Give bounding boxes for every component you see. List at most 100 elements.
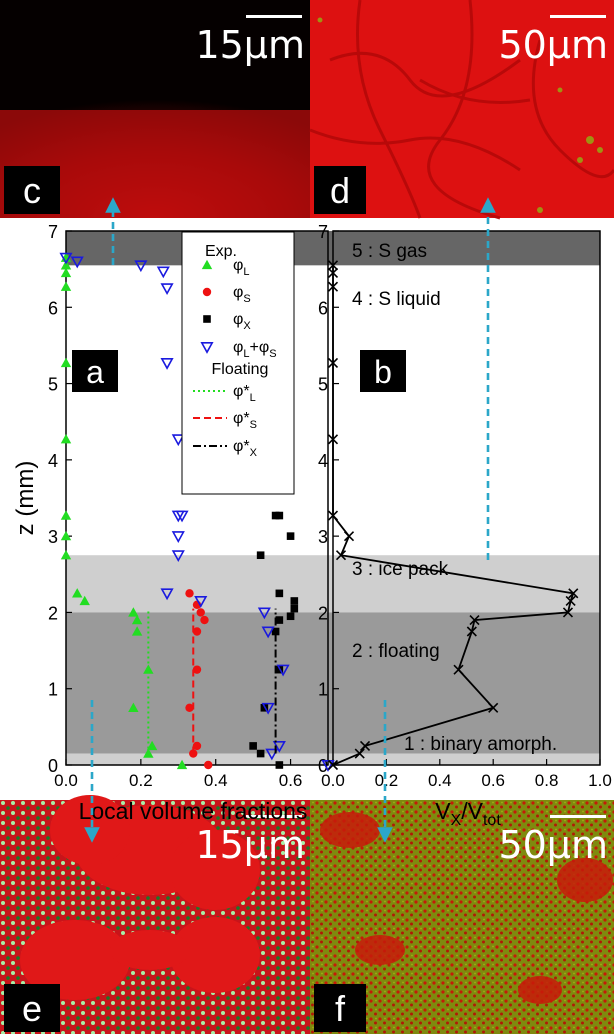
x-tick-label-b: 0.0 [321,771,345,790]
data-point [257,607,271,620]
data-point [60,267,72,278]
data-point [204,760,213,770]
y-tick-label-b: 1 [318,680,328,700]
data-point [156,266,170,279]
x-tick-label-a: 0.0 [54,771,78,790]
data-point [290,597,299,605]
data-point [327,434,339,445]
zone-label: 1 : binary amorph. [404,734,557,755]
y-tick-label-b: 5 [318,375,328,395]
x-tick-label-a: 0.6 [279,771,303,790]
data-point [275,589,284,598]
legend-label: φL [233,257,250,278]
data-point [185,589,194,598]
data-point [335,550,347,561]
data-point [469,614,480,626]
data-point [171,550,185,563]
data-point [488,702,499,713]
panel-label-b: b [374,354,392,390]
data-point [321,760,335,772]
chart-area: 0 0 1 1 2 2 3 3 4 4 5 5 6 6 7 7 0.0 0.2 0.4 0.6 0.0 0.2 0.4 0.6… [12,197,612,843]
scale-label-c: 15μm [195,23,305,67]
legend-marker [203,315,211,323]
data-point [60,260,72,270]
zone-label: 4 : S liquid [352,289,441,310]
y-tick-label-a: 7 [48,222,58,242]
data-point [131,626,143,636]
data-point [327,357,339,369]
y-tick-label-a: 1 [48,680,58,700]
micrograph-e: 15μm e [0,795,310,1034]
data-point [60,530,72,541]
data-point [261,626,275,639]
y-tick-label-a: 5 [48,375,58,395]
data-point [171,510,185,523]
x-tick-label-b: 0.8 [535,771,559,790]
data-point [271,627,280,636]
legend-title: Exp. [205,243,237,260]
data-point [134,260,148,273]
data-point [261,702,275,715]
vx-line [332,265,575,766]
legend-label: φS [233,284,251,305]
micrograph-c: 15μm c [0,0,310,218]
data-point [131,614,143,625]
x-tick-label-b: 0.6 [481,771,505,790]
data-point [60,281,72,291]
data-point [160,283,174,296]
x-tick-label-b: 0.4 [428,771,452,790]
data-point [290,604,299,613]
data-point [160,358,174,370]
data-point [327,281,339,292]
data-point [60,510,72,520]
panel-label-d: d [330,170,350,211]
data-point [185,703,194,712]
scale-label-e: 15μm [195,823,305,867]
data-point [343,531,355,542]
legend-marker [202,287,212,297]
x-tick-label-b: 1.0 [588,771,612,790]
x-tick-label-a: 0.2 [129,771,153,790]
legend-label: φL+φS [233,339,277,360]
legend-label: φ*L [233,383,256,404]
data-point [72,588,83,598]
panel-label-e: e [22,988,42,1029]
panel-label-c: c [23,170,41,211]
y-tick-label-b: 7 [318,222,328,242]
data-point [286,612,295,621]
data-point [327,267,339,279]
data-point [146,740,158,751]
data-point [192,627,202,636]
x-tick-label-b: 0.2 [375,771,399,790]
micrograph-f: 50μm f [310,800,614,1034]
x-axis-label-a: Local volume fractions [79,798,308,824]
y-tick-label-b: 0 [318,756,328,776]
data-point [176,759,188,770]
data-point [79,595,90,606]
data-point [200,615,209,625]
y-tick-label-b: 4 [318,451,328,471]
legend-label: φ*X [233,438,258,459]
y-tick-label-b: 2 [318,603,328,623]
micrograph-d: 50μm d [309,0,614,220]
data-point [59,252,73,265]
data-point [192,741,202,751]
x-tick-label-a: 0.4 [204,771,228,790]
scale-label-d: 50μm [498,23,608,67]
data-point [194,596,208,608]
data-point [171,434,185,447]
scale-bar-e [246,815,302,818]
legend-label: φX [233,311,251,332]
scale-bar-d [550,15,606,18]
data-point [272,740,286,753]
panel-label-f: f [335,988,346,1029]
data-point [276,664,290,677]
data-point [171,531,185,543]
zone-label: 3 : ice pack [352,559,449,580]
scale-label-f: 50μm [498,823,608,867]
legend-title: Floating [212,361,269,378]
legend-marker [200,342,214,354]
x-axis-label-b: VX/Vtot [435,798,501,829]
scale-bar-f [550,815,606,818]
y-tick-label-b: 3 [318,527,328,547]
